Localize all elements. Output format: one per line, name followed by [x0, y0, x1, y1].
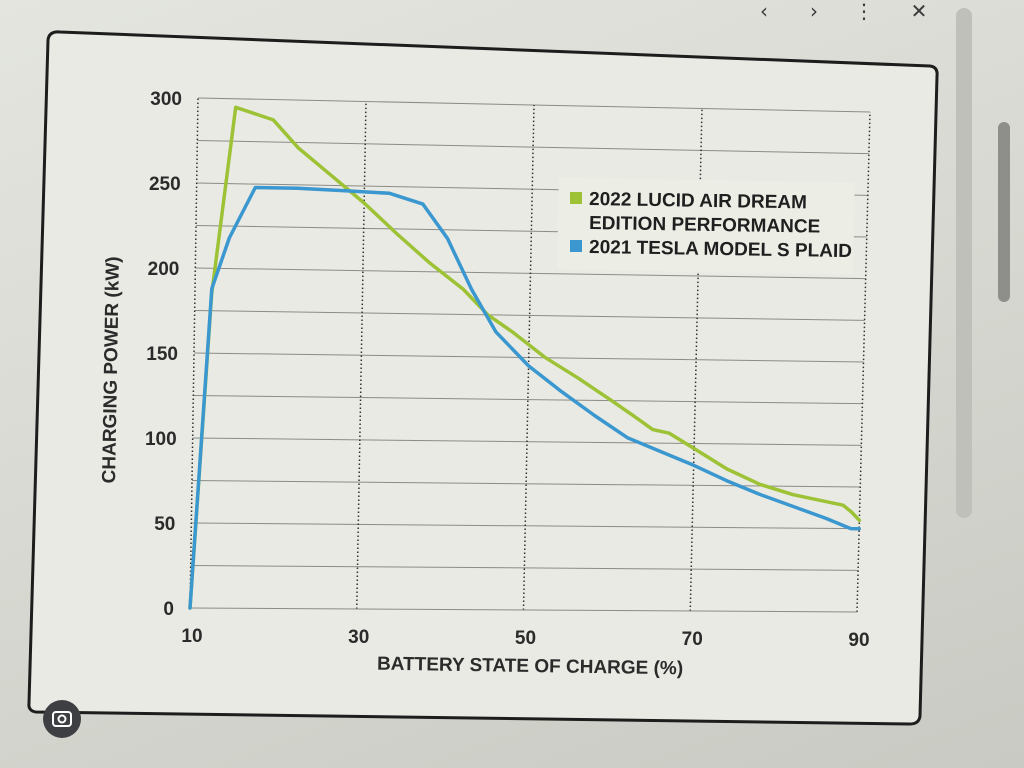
legend-swatch	[570, 240, 582, 252]
back-button[interactable]: ‹	[760, 0, 768, 23]
camera-search-icon	[52, 711, 72, 727]
legend-label: 2021 TESLA MODEL S PLAID	[589, 237, 852, 262]
y-tick-label: 150	[146, 344, 178, 365]
x-axis-line	[189, 607, 858, 613]
x-tick-label: 10	[181, 626, 202, 647]
grid-line-horizontal	[193, 395, 863, 405]
series-line-lucid	[188, 105, 862, 610]
scrollbar-thumb[interactable]	[998, 122, 1010, 302]
y-tick-label: 300	[150, 89, 182, 110]
grid-line-horizontal	[197, 140, 869, 155]
y-tick-label: 50	[154, 514, 175, 535]
scrollbar-track[interactable]	[956, 8, 972, 518]
x-tick-label: 70	[682, 629, 703, 650]
legend-label: 2022 LUCID AIR DREAM	[589, 189, 807, 213]
x-axis-title: BATTERY STATE OF CHARGE (%)	[377, 654, 683, 680]
y-tick-label: 250	[149, 174, 181, 195]
x-tick-label: 50	[515, 628, 536, 649]
grid-line-vertical	[856, 111, 871, 613]
series-line-tesla	[188, 185, 861, 610]
grid-line-horizontal	[191, 480, 861, 488]
x-tick-label: 90	[848, 630, 869, 651]
browser-toolbar: ‹ › ⋮ ✕	[700, 0, 1024, 28]
y-tick-label: 200	[148, 259, 180, 280]
y-tick-label: 0	[163, 599, 174, 620]
y-axis-title: CHARGING POWER (kW)	[99, 256, 124, 483]
grid-line-vertical	[522, 104, 535, 611]
visual-search-button[interactable]	[43, 700, 81, 738]
y-tick-label: 100	[145, 429, 177, 450]
forward-button[interactable]: ›	[810, 0, 818, 23]
x-tick-label: 30	[348, 627, 369, 648]
legend-label: EDITION PERFORMANCE	[589, 213, 820, 238]
legend-swatch	[570, 192, 582, 204]
more-options-button[interactable]: ⋮	[854, 0, 874, 23]
chart-frame	[27, 30, 939, 726]
close-button[interactable]: ✕	[910, 0, 928, 23]
grid-line-vertical	[189, 97, 199, 609]
grid-line-horizontal	[194, 310, 865, 321]
grid-line-vertical	[356, 101, 367, 610]
legend-box	[557, 177, 855, 275]
grid-line-horizontal	[190, 565, 859, 571]
